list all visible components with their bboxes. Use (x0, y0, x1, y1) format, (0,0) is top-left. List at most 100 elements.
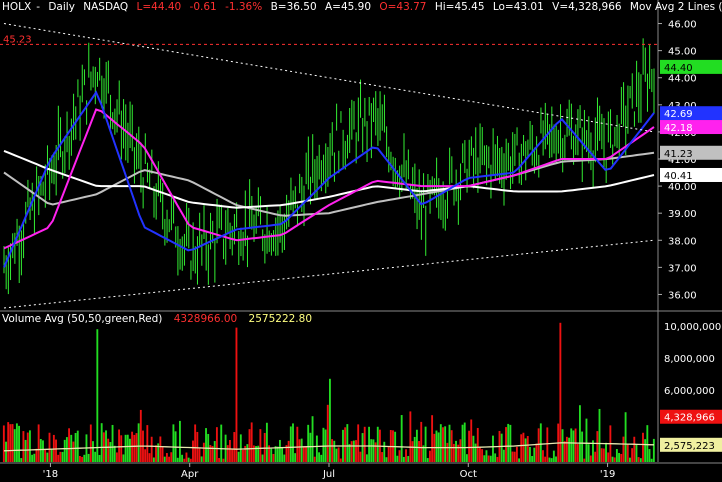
volume-bar (650, 458, 653, 462)
volume-bar (283, 454, 286, 462)
volume-bar (35, 448, 38, 462)
volume-bar (81, 456, 84, 462)
volume-tick-label: 8,000,000 (664, 354, 715, 365)
volume-bar (105, 430, 107, 462)
volume-bar (163, 456, 166, 462)
volume-bar (455, 440, 457, 462)
volume-bar (426, 458, 429, 462)
time-tick-label: '18 (43, 469, 58, 480)
volume-bar (237, 451, 240, 462)
volume-bar (322, 427, 325, 462)
volume-average-line (3, 442, 655, 452)
volume-bar (124, 434, 127, 462)
volume-bar (248, 429, 251, 462)
volume-bar (400, 415, 403, 462)
volume-bar (126, 434, 129, 462)
volume-bar (320, 454, 323, 462)
volume-bar (474, 443, 477, 462)
volume-bar (648, 449, 651, 462)
price-tag-box (660, 145, 722, 160)
volume-bar (2, 425, 5, 462)
volume-bar (111, 424, 114, 462)
volume-bar (339, 458, 342, 462)
volume-bar (598, 408, 601, 462)
volume-study-label: Volume Avg (50,50,green,Red) (2, 313, 163, 325)
volume-bar (313, 456, 316, 462)
volume-bar (285, 445, 288, 462)
volume-bar (507, 423, 510, 462)
volume-bar (579, 405, 581, 462)
volume-bar (98, 454, 101, 462)
volume-bar (205, 428, 207, 462)
volume-bar (318, 452, 321, 462)
volume-bar (89, 424, 92, 462)
volume-bar (585, 418, 588, 462)
volume-bar (150, 436, 153, 462)
time-tick-label: Oct (460, 469, 477, 480)
price-tick-label: 40.00 (668, 182, 697, 193)
resistance-label: 45.23 (3, 34, 32, 45)
study-label: Mov Avg 2 Lines (Clo (629, 1, 722, 13)
volume-bar (120, 435, 123, 462)
volume-bar (487, 455, 490, 462)
volume-bar (368, 426, 371, 462)
volume-bar (170, 452, 173, 462)
volume-bar (583, 458, 586, 462)
volume-bar (229, 439, 231, 462)
price-tag-label: 40.41 (664, 171, 693, 182)
volume-bar (183, 458, 186, 462)
volume-bar (279, 439, 281, 462)
volume-bar (270, 448, 273, 462)
price-tag-box (660, 120, 722, 135)
volume-bar (302, 446, 305, 462)
volume-bar (509, 424, 512, 462)
volume-bar (331, 439, 334, 462)
volume-bar (348, 444, 351, 462)
price-tag-box (660, 167, 722, 182)
volume-bar (383, 441, 386, 462)
volume-bar (37, 424, 40, 462)
volume-bar (202, 442, 205, 462)
chart-header: HOLX - Daily NASDAQ L=44.40 -0.61 -1.36% … (2, 1, 722, 13)
price-tick-label: 39.00 (668, 209, 697, 220)
volume-bar (457, 444, 460, 462)
volume-bar (483, 455, 486, 462)
volume-bar (550, 458, 553, 462)
volume-bar (192, 440, 194, 462)
volume-bar (600, 448, 603, 462)
price-tick-label: 45.00 (668, 47, 697, 58)
volume-bar (615, 449, 618, 462)
volume-bar (5, 441, 7, 462)
volume-bar (644, 439, 647, 462)
volume-bar (492, 435, 494, 462)
volume-bar (65, 437, 68, 462)
volume-bar (187, 457, 190, 462)
volume-bar (411, 441, 414, 462)
volume-bar (594, 451, 597, 462)
volume-bar (561, 429, 564, 462)
volume-bar (502, 449, 505, 462)
volume-bar (250, 422, 253, 462)
volume-bar (179, 420, 181, 462)
volume-bar (172, 424, 175, 462)
volume-bar (637, 457, 640, 462)
volume-bar (152, 457, 155, 462)
volume-bar (355, 440, 357, 462)
volume-bar (185, 452, 188, 462)
volume-bar (92, 441, 94, 462)
volume-bar (489, 455, 492, 462)
volume-bar (96, 329, 99, 462)
volume-tick-label: 10,000,000 (664, 322, 721, 333)
volume-bar (365, 454, 368, 462)
volume-bar (485, 450, 488, 462)
volume-bar (137, 423, 140, 462)
volume-bar (494, 453, 497, 462)
volume-bar (418, 441, 421, 462)
trend-lines: 45.23 (0, 23, 658, 309)
volume-bar (522, 432, 525, 462)
volume-bar (446, 442, 449, 462)
volume-bar (576, 444, 579, 462)
time-tick-label: Apr (181, 469, 199, 480)
volume-bar (629, 457, 631, 462)
